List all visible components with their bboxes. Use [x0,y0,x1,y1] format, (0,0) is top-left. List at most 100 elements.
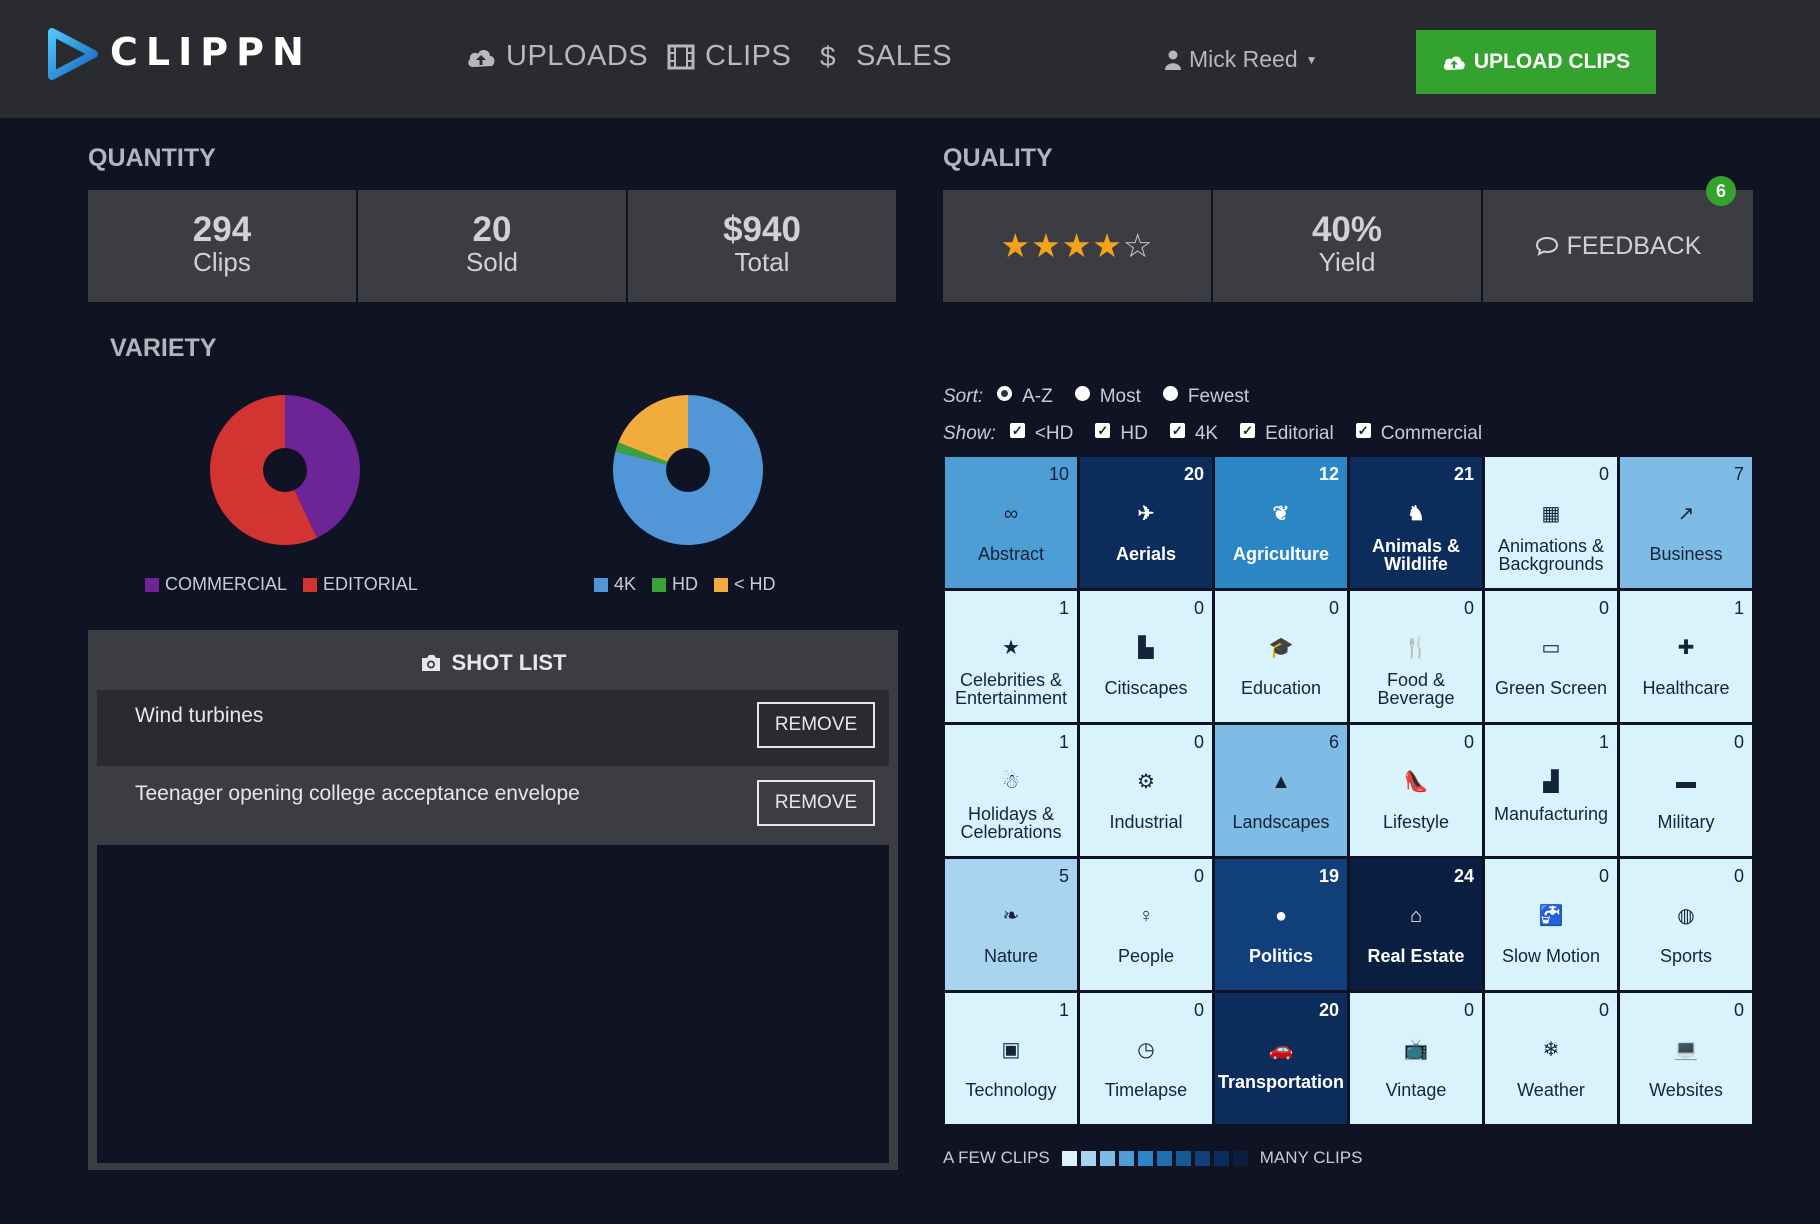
checkbox-checked[interactable]: ✓ [1095,422,1111,438]
shot-list-empty-area [97,845,889,1163]
sort-option-label: Fewest [1187,386,1250,407]
category-tile-technology[interactable]: 1 ▣ Technology [945,993,1077,1124]
category-name: Weather [1517,1080,1585,1100]
clock-icon: ◷ [1137,1039,1155,1061]
legend-swatch-commercial [145,577,159,592]
show-option-editorial[interactable]: ✓ Editorial [1240,422,1334,445]
sort-option-az[interactable]: A-Z [997,385,1053,408]
radio[interactable] [1162,385,1178,401]
presentation-screen-icon: ▭ [1541,637,1561,659]
sort-option-label: Most [1099,386,1141,407]
checkbox-checked[interactable]: ✓ [1169,422,1185,438]
category-tile-people[interactable]: 0 ♀ People [1080,859,1212,990]
show-label: Show: [943,423,996,444]
feedback-button[interactable]: FEEDBACK [1483,190,1753,302]
legend-hd: HD [672,574,699,594]
pie-slice-commercial [285,395,360,538]
scale-swatch [1061,1150,1077,1166]
scale-swatch [1156,1150,1172,1166]
category-tile-websites[interactable]: 0 💻 Websites [1620,993,1752,1124]
category-tile-transportation[interactable]: 20 🚗 Transportation [1215,993,1347,1124]
category-count: 20 [1183,464,1204,484]
scale-swatch [1137,1150,1153,1166]
stat-clips-label: Clips [193,247,251,277]
category-tile-aerials[interactable]: 20 ✈ Aerials [1080,457,1212,588]
leaf-plant-icon: ❦ [1272,503,1290,525]
checkbox-checked[interactable]: ✓ [1009,422,1025,438]
category-tile-weather[interactable]: 0 ❄ Weather [1485,993,1617,1124]
stat-total: $940 Total [628,190,896,302]
category-tile-agriculture[interactable]: 12 ❦ Agriculture [1215,457,1347,588]
category-tile-military[interactable]: 0 ▬ Military [1620,725,1752,856]
category-tile-sports[interactable]: 0 ◍ Sports [1620,859,1752,990]
category-tile-citiscapes[interactable]: 0 ▙ Citiscapes [1080,591,1212,722]
quantity-heading: QUANTITY [88,144,216,172]
scale-swatches [1061,1150,1248,1166]
category-tile-slow-motion[interactable]: 0 🚰 Slow Motion [1485,859,1617,990]
checkbox-checked[interactable]: ✓ [1240,422,1256,438]
cloud-upload-icon [468,49,495,67]
show-option-hd[interactable]: ✓ HD [1095,422,1148,445]
category-tile-industrial[interactable]: 0 ⚙ Industrial [1080,725,1212,856]
category-tile-vintage[interactable]: 0 📺 Vintage [1350,993,1482,1124]
tank-icon: ▬ [1676,771,1696,793]
star-filled-icon: ★ [1031,227,1062,264]
legend-4k: 4K [614,574,637,594]
upload-clips-button[interactable]: UPLOAD CLIPS [1416,30,1656,94]
remove-button[interactable]: REMOVE [757,702,875,748]
checkbox-checked[interactable]: ✓ [1355,422,1371,438]
category-tile-timelapse[interactable]: 0 ◷ Timelapse [1080,993,1212,1124]
category-count: 1 [1058,732,1069,752]
leaf-icon: ❧ [1002,905,1020,927]
category-tile-holidays-celebrations[interactable]: 1 ☃ Holidays & Celebrations [945,725,1077,856]
category-tile-business[interactable]: 7 ↗ Business [1620,457,1752,588]
scale-swatch [1213,1150,1229,1166]
category-tile-landscapes[interactable]: 6 ▲ Landscapes [1215,725,1347,856]
category-tile-abstract[interactable]: 10 ∞ Abstract [945,457,1077,588]
show-option-label: <HD [1034,423,1074,444]
category-tile-real-estate[interactable]: 24 ⌂ Real Estate [1350,859,1482,990]
category-count: 6 [1328,732,1339,752]
category-name: Abstract [977,544,1045,564]
star-empty-icon: ☆ [1122,227,1154,264]
category-tile-green-screen[interactable]: 0 ▭ Green Screen [1485,591,1617,722]
category-tile-healthcare[interactable]: 1 ✚ Healthcare [1620,591,1752,722]
stat-total-label: Total [734,247,790,277]
comment-icon [1535,236,1558,256]
category-tile-animals-wildlife[interactable]: 21 ♞ Animals & Wildlife [1350,457,1482,588]
show-option-label: HD [1120,423,1148,444]
category-tile-education[interactable]: 0 🎓 Education [1215,591,1347,722]
caret-down-icon: ▼ [1305,52,1318,67]
show-option-sub-hd[interactable]: ✓ <HD [1009,422,1074,445]
category-tile-celebrities-entertainment[interactable]: 1 ★ Celebrities & Entertainment [945,591,1077,722]
radio-selected[interactable] [997,385,1013,401]
sort-option-fewest[interactable]: Fewest [1162,385,1250,408]
category-name: Landscapes [1232,812,1330,832]
category-tile-manufacturing[interactable]: 1 ▟ Manufacturing [1485,725,1617,856]
show-option-commercial[interactable]: ✓ Commercial [1355,422,1482,445]
category-tile-lifestyle[interactable]: 0 👠 Lifestyle [1350,725,1482,856]
snowman-icon: ☃ [1002,771,1020,793]
shot-list-title: SHOT LIST [451,650,567,675]
clippn-logo[interactable]: CLIPPN [44,26,354,86]
nav-sales[interactable]: $ SALES [820,40,952,73]
user-name: Mick Reed [1189,46,1298,72]
show-option-4k[interactable]: ✓ 4K [1169,422,1218,445]
nav-uploads[interactable]: UPLOADS [466,40,648,73]
nav-clips[interactable]: CLIPS [667,40,791,73]
stat-sold: 20 Sold [358,190,626,302]
legend-swatch-sub-hd [714,577,729,592]
radio[interactable] [1074,385,1090,401]
category-tile-politics[interactable]: 19 ● Politics [1215,859,1347,990]
legend-editorial: EDITORIAL [323,574,418,594]
category-tile-nature[interactable]: 5 ❧ Nature [945,859,1077,990]
category-count: 0 [1598,464,1609,484]
category-name: Agriculture [1232,544,1329,564]
category-tile-animations-backgrounds[interactable]: 0 ▦ Animations & Backgrounds [1485,457,1617,588]
sort-option-most[interactable]: Most [1074,385,1141,408]
sort-option-label: A-Z [1022,386,1053,407]
remove-button[interactable]: REMOVE [757,780,875,826]
category-name: People [1117,946,1175,966]
user-menu[interactable]: Mick Reed ▼ [1165,46,1318,73]
category-tile-food-beverage[interactable]: 0 🍴 Food & Beverage [1350,591,1482,722]
